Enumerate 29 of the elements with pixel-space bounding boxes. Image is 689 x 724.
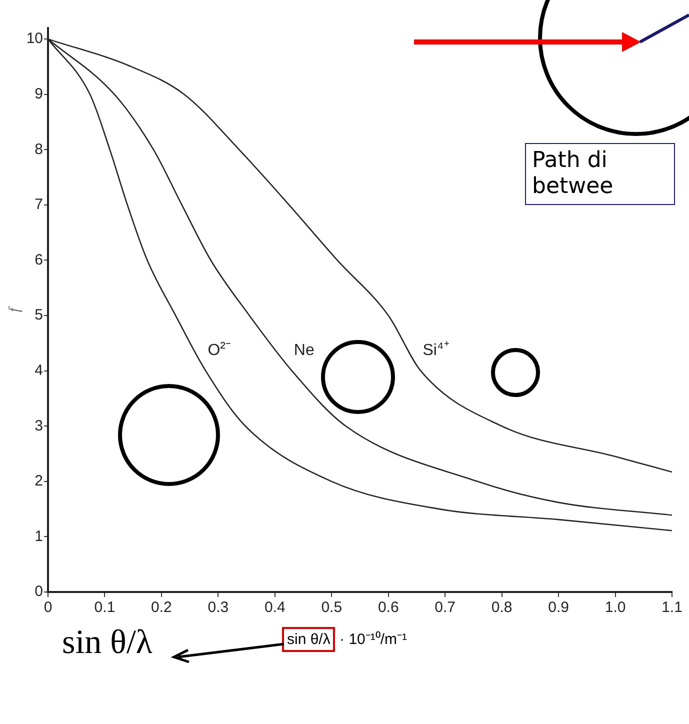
x-tick-label: 0.8 [491, 599, 512, 616]
y-tick-label: 3 [34, 417, 43, 434]
x-tick-label: 0.5 [321, 599, 342, 616]
x-tick-label: 0.3 [208, 599, 229, 616]
series-label: Si⁴⁺ [422, 340, 449, 360]
text: sin θ/λ [62, 624, 152, 662]
y-tick-label: 2 [34, 472, 43, 490]
y-tick-label: 10 [26, 30, 43, 48]
x-tick-label: 0.6 [378, 599, 399, 616]
y-tick-label: 0 [34, 583, 43, 600]
y-tick-label: 4 [34, 362, 43, 379]
x-axis-title: sin θ/λ · 10⁻¹⁰/m⁻¹ [286, 630, 408, 650]
x-tick-label: 1.0 [604, 599, 626, 616]
annotation: Path di betwee [525, 143, 675, 205]
x-tick-label: 0.2 [151, 599, 172, 616]
y-tick-label: 9 [34, 85, 43, 102]
x-tick-label: 0.4 [264, 599, 286, 616]
x-tick-label: 0.9 [548, 599, 569, 616]
x-tick-label: 1.1 [662, 599, 682, 616]
y-tick-label: 7 [34, 196, 43, 214]
y-tick-label: 1 [34, 528, 43, 545]
y-tick-label: 6 [34, 251, 43, 268]
series-label: Ne [294, 342, 314, 360]
y-tick-label: 5 [34, 306, 43, 324]
x-tick-label: 0.7 [434, 599, 456, 616]
y-axis-title: f [6, 306, 23, 312]
y-tick-label: 8 [34, 140, 43, 158]
x-tick-label: 0.1 [94, 599, 116, 616]
series-label: O²⁻ [208, 340, 230, 360]
